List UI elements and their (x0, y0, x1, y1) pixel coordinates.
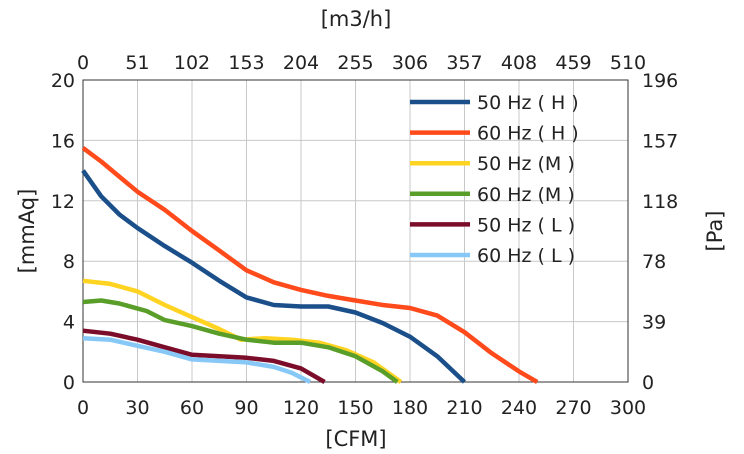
legend-label: 60 Hz ( H ) (477, 123, 579, 145)
legend-label: 60 Hz ( L ) (477, 245, 575, 267)
x-tick-label: 120 (283, 397, 319, 419)
series-layer (81, 146, 539, 385)
plot-frame (82, 79, 629, 383)
y2-tick-label: 157 (642, 130, 678, 152)
y2-tick-label: 0 (642, 372, 654, 394)
x-tick-label: 90 (234, 397, 258, 419)
y-tick-label: 4 (63, 312, 75, 334)
y-tick-label: 20 (51, 70, 75, 92)
x-tick-label: 240 (501, 397, 537, 419)
x-axis-title: [CFM] (325, 427, 386, 451)
x-tick-label: 210 (446, 397, 482, 419)
x2-axis-title: [m3/h] (321, 7, 392, 31)
y-tick-label: 8 (63, 251, 75, 273)
series-line-5 (82, 335, 312, 385)
series-line-1 (81, 146, 539, 384)
x2-tick-label: 459 (555, 52, 591, 74)
x-tick-label: 150 (337, 397, 373, 419)
x-tick-label: 180 (392, 397, 428, 419)
x2-tick-label: 255 (337, 52, 373, 74)
x2-tick-label: 306 (392, 52, 428, 74)
legend-label: 50 Hz ( L ) (477, 214, 575, 236)
series-line-0 (81, 169, 467, 384)
y-tick-label: 12 (51, 191, 75, 213)
y2-tick-label: 118 (642, 191, 678, 213)
y-axis-title: [mmAq] (15, 189, 39, 274)
y2-tick-label: 39 (642, 312, 666, 334)
x-tick-label: 30 (125, 397, 149, 419)
x-tick-label: 270 (555, 397, 591, 419)
x2-tick-label: 153 (228, 52, 264, 74)
legend-label: 50 Hz ( H ) (477, 92, 579, 114)
y-tick-label: 0 (63, 372, 75, 394)
legend: 50 Hz ( H ) 60 Hz ( H ) 50 Hz (M ) 60 Hz (M… (410, 92, 579, 267)
series-line-3 (82, 298, 399, 384)
x-tick-label: 300 (610, 397, 646, 419)
x2-tick-label: 408 (501, 52, 537, 74)
x2-tick-label: 510 (610, 52, 646, 74)
legend-label: 60 Hz (M ) (477, 184, 575, 206)
x2-tick-label: 102 (174, 52, 210, 74)
y2-axis-title: [Pa] (703, 211, 727, 252)
x2-tick-label: 0 (77, 52, 89, 74)
series-line-4 (82, 328, 326, 384)
y2-tick-label: 78 (642, 251, 666, 273)
x2-tick-label: 204 (283, 52, 319, 74)
x-tick-label: 60 (180, 397, 204, 419)
legend-label: 50 Hz (M ) (477, 153, 575, 175)
x2-tick-label: 51 (125, 52, 149, 74)
y-tick-label: 16 (51, 130, 75, 152)
x2-tick-label: 357 (446, 52, 482, 74)
x-tick-label: 0 (77, 397, 89, 419)
y2-tick-label: 196 (642, 70, 678, 92)
